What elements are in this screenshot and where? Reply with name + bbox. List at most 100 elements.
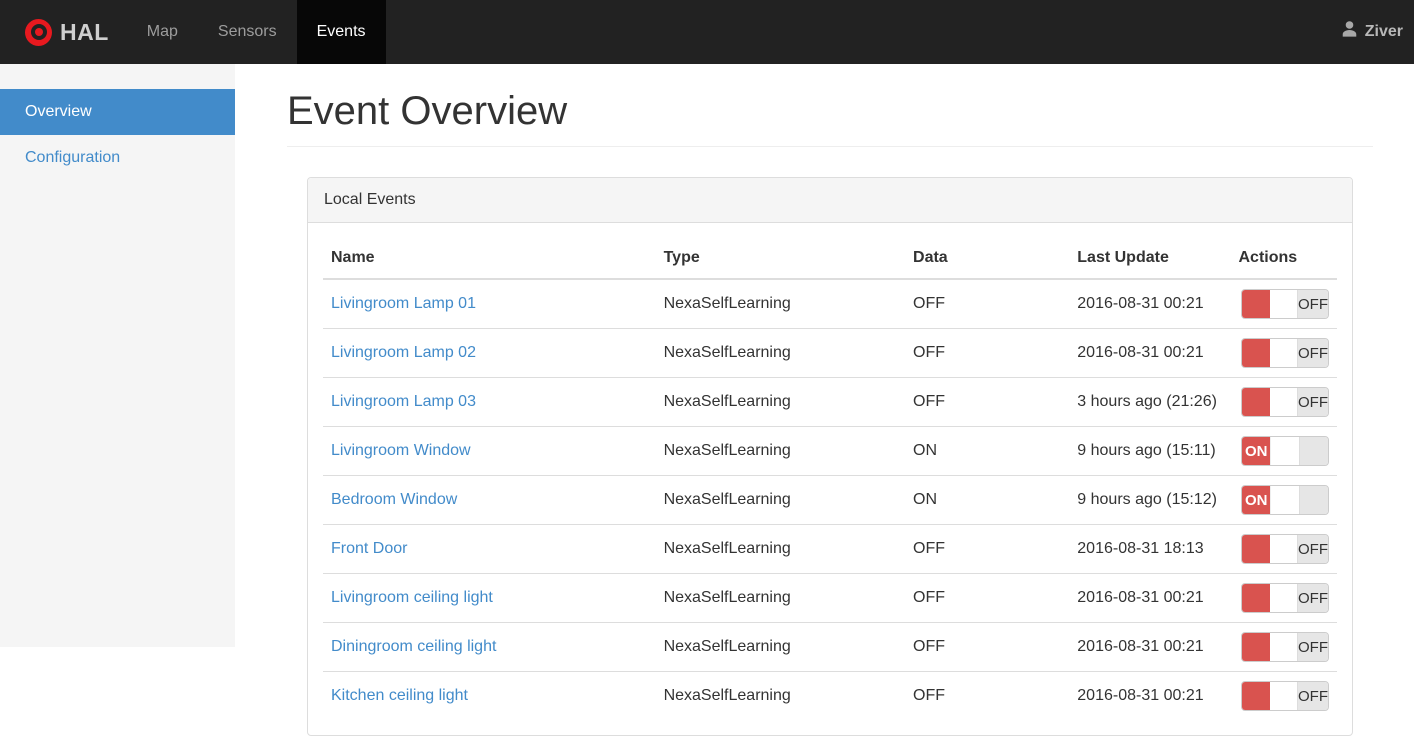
switch-handle[interactable] [1269,339,1297,367]
event-data: OFF [905,524,1070,574]
table-row: Livingroom Window NexaSelfLearning ON 9 … [323,426,1337,476]
event-last-update: 2016-08-31 00:21 [1069,278,1231,329]
brand-label: HAL [60,18,109,45]
column-header-data: Data [905,238,1070,280]
toggle-switch[interactable]: OFF [1241,583,1329,613]
panel-body: Name Type Data Last Update Actions Livin… [308,223,1352,735]
brand[interactable]: HAL [0,0,127,64]
event-type: NexaSelfLearning [655,475,906,525]
event-name-link[interactable]: Bedroom Window [331,491,458,508]
sidebar-item-overview[interactable]: Overview [0,89,235,135]
toggle-switch[interactable]: OFF [1241,534,1329,564]
switch-off-label [1299,486,1328,514]
event-type: NexaSelfLearning [655,622,906,672]
toggle-switch[interactable]: OFF [1241,387,1329,417]
table-row: Livingroom Lamp 01 NexaSelfLearning OFF … [323,278,1337,329]
switch-off-label: OFF [1297,535,1328,563]
local-events-panel: Local Events Name Type Data Last Update … [307,177,1353,736]
switch-handle[interactable] [1269,633,1297,661]
switch-on-label [1242,339,1270,367]
toggle-switch[interactable]: ON [1241,436,1329,466]
event-data: OFF [905,377,1070,427]
event-last-update: 9 hours ago (15:12) [1069,475,1231,525]
table-row: Front Door NexaSelfLearning OFF 2016-08-… [323,524,1337,574]
event-name-link[interactable]: Livingroom Lamp 02 [331,344,476,361]
sidebar-item-configuration[interactable]: Configuration [25,149,121,166]
switch-off-label: OFF [1297,584,1328,612]
event-data: OFF [905,622,1070,672]
event-data: OFF [905,573,1070,623]
event-data: OFF [905,671,1070,720]
nav-item-events[interactable]: Events [296,0,386,64]
event-last-update: 2016-08-31 00:21 [1069,573,1231,623]
switch-on-label [1242,290,1270,318]
event-name-link[interactable]: Kitchen ceiling light [331,687,468,704]
switch-off-label: OFF [1297,388,1328,416]
switch-handle[interactable] [1269,388,1297,416]
switch-off-label: OFF [1297,339,1328,367]
page-title: Event Overview [287,89,1373,147]
toggle-switch[interactable]: OFF [1241,289,1329,319]
event-data: OFF [905,328,1070,378]
event-last-update: 2016-08-31 18:13 [1069,524,1231,574]
user-name: Ziver [1364,23,1403,40]
nav-item-map[interactable]: Map [146,23,178,40]
switch-handle[interactable] [1269,290,1297,318]
column-header-actions: Actions [1230,238,1337,280]
event-last-update: 2016-08-31 00:21 [1069,622,1231,672]
user-menu[interactable]: Ziver [1329,0,1414,64]
toggle-switch[interactable]: OFF [1241,681,1329,711]
switch-handle[interactable] [1270,437,1300,465]
event-type: NexaSelfLearning [655,278,906,329]
column-header-last-update: Last Update [1069,238,1231,280]
event-type: NexaSelfLearning [655,524,906,574]
column-header-name: Name [323,238,656,280]
table-row: Bedroom Window NexaSelfLearning ON 9 hou… [323,475,1337,525]
event-name-link[interactable]: Livingroom Lamp 03 [331,393,476,410]
switch-on-label [1242,633,1270,661]
switch-on-label [1242,584,1270,612]
event-last-update: 2016-08-31 00:21 [1069,671,1231,720]
event-name-link[interactable]: Livingroom Lamp 01 [331,295,476,312]
switch-off-label: OFF [1297,290,1328,318]
main-content: Event Overview Local Events Name Type Da… [235,64,1414,736]
switch-on-label: ON [1242,437,1271,465]
switch-handle[interactable] [1269,682,1297,710]
page-body: Overview Configuration Event Overview Lo… [0,64,1414,736]
event-name-link[interactable]: Livingroom ceiling light [331,589,493,606]
event-data: ON [905,475,1070,525]
column-header-type: Type [655,238,906,280]
table-row: Kitchen ceiling light NexaSelfLearning O… [323,671,1337,720]
table-header-row: Name Type Data Last Update Actions [323,238,1337,280]
switch-on-label [1242,682,1270,710]
event-type: NexaSelfLearning [655,671,906,720]
switch-off-label: OFF [1297,682,1328,710]
event-name-link[interactable]: Livingroom Window [331,442,471,459]
switch-handle[interactable] [1269,584,1297,612]
switch-on-label [1242,388,1270,416]
event-data: ON [905,426,1070,476]
switch-handle[interactable] [1269,535,1297,563]
event-last-update: 9 hours ago (15:11) [1069,426,1231,476]
table-row: Livingroom Lamp 03 NexaSelfLearning OFF … [323,377,1337,427]
event-type: NexaSelfLearning [655,573,906,623]
switch-handle[interactable] [1270,486,1300,514]
event-data: OFF [905,278,1070,329]
switch-off-label [1299,437,1328,465]
event-last-update: 3 hours ago (21:26) [1069,377,1231,427]
event-name-link[interactable]: Front Door [331,540,408,557]
table-row: Livingroom Lamp 02 NexaSelfLearning OFF … [323,328,1337,378]
toggle-switch[interactable]: OFF [1241,338,1329,368]
event-type: NexaSelfLearning [655,426,906,476]
toggle-switch[interactable]: ON [1241,485,1329,515]
sidebar: Overview Configuration [0,64,235,647]
nav-item-sensors[interactable]: Sensors [217,23,277,40]
hal-logo-icon [25,18,52,46]
event-type: NexaSelfLearning [655,377,906,427]
top-navbar: HAL Map Sensors Events Ziver [0,0,1414,64]
toggle-switch[interactable]: OFF [1241,632,1329,662]
event-last-update: 2016-08-31 00:21 [1069,328,1231,378]
panel-title: Local Events [308,178,1352,223]
switch-off-label: OFF [1297,633,1328,661]
event-type: NexaSelfLearning [655,328,906,378]
